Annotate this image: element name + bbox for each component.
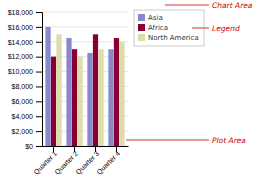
bar <box>98 49 103 146</box>
y-axis-line <box>36 13 43 147</box>
bars <box>45 27 124 146</box>
y-tick-mark <box>36 57 42 58</box>
grid-line <box>42 12 128 13</box>
y-tick-mark <box>36 131 42 132</box>
y-tick-label: $10,000 <box>8 68 33 75</box>
y-tick-label: $2,000 <box>12 128 34 135</box>
y-tick-mark <box>36 27 42 28</box>
x-axis: Quarter 1Quarter 2Quarter 3Quarter 4 <box>32 146 128 176</box>
bar <box>45 27 50 146</box>
y-tick-mark <box>36 72 42 73</box>
bar <box>51 57 56 146</box>
legend-swatch <box>138 14 145 21</box>
x-tick-label: Quarter 4 <box>95 150 122 177</box>
y-tick-label: $14,000 <box>8 39 33 46</box>
bar <box>108 49 113 146</box>
bar <box>56 34 61 146</box>
y-tick-label: $12,000 <box>8 53 33 60</box>
y-tick: $8,000 <box>12 83 42 90</box>
annotation-line <box>192 28 209 29</box>
y-tick-label: $4,000 <box>12 113 34 120</box>
bar <box>72 49 77 146</box>
legend-item: North America <box>138 34 199 42</box>
legend-item: Asia <box>138 14 163 22</box>
annotation: Plot Area <box>212 136 246 145</box>
y-tick-label: $16,000 <box>8 24 33 31</box>
grid-line <box>42 26 128 27</box>
legend-item: Africa <box>138 24 168 32</box>
x-axis-line <box>43 146 129 147</box>
grid <box>42 12 128 146</box>
bar <box>93 34 98 146</box>
annotation-line <box>165 5 209 6</box>
legend-label: Asia <box>148 14 163 22</box>
y-tick-mark <box>36 42 42 43</box>
y-tick-label: $6,000 <box>12 98 34 105</box>
y-tick-mark <box>36 116 42 117</box>
legend-swatch <box>138 34 145 41</box>
y-tick-mark <box>36 101 42 102</box>
y-tick: $16,000 <box>8 24 42 31</box>
bar <box>77 57 82 146</box>
y-tick: $12,000 <box>8 53 42 60</box>
bar <box>119 42 124 146</box>
y-tick-mark <box>36 86 42 87</box>
annotations: Chart Area Legend Plot Area <box>126 1 253 145</box>
annotation: Chart Area <box>212 1 253 10</box>
legend-label: Africa <box>148 24 168 32</box>
y-tick-label: $0 <box>25 143 33 150</box>
y-tick: $6,000 <box>12 98 42 105</box>
y-tick-mark <box>36 12 42 13</box>
x-tick: Quarter 4 <box>95 146 122 176</box>
chart: $0 $2,000 $4,000 $6,000 $8,000 $10,000 $12,000… <box>0 0 276 182</box>
y-tick: $18,000 <box>8 9 42 16</box>
bar <box>66 38 71 146</box>
y-tick: $0 <box>25 143 42 150</box>
annotation: Legend <box>212 24 240 33</box>
y-tick: $10,000 <box>8 68 42 75</box>
y-tick-mark <box>36 146 42 147</box>
y-tick-label: $8,000 <box>12 83 34 90</box>
bar <box>114 38 119 146</box>
y-axis: $0 $2,000 $4,000 $6,000 $8,000 $10,000 $12,000… <box>8 9 43 150</box>
legend-label: North America <box>148 34 199 42</box>
legend-swatch <box>138 24 145 31</box>
annotation-line <box>126 140 209 141</box>
bar <box>87 53 92 146</box>
y-tick: $14,000 <box>8 39 42 46</box>
y-tick: $2,000 <box>12 128 42 135</box>
y-tick-label: $18,000 <box>8 9 33 16</box>
y-tick: $4,000 <box>12 113 42 120</box>
